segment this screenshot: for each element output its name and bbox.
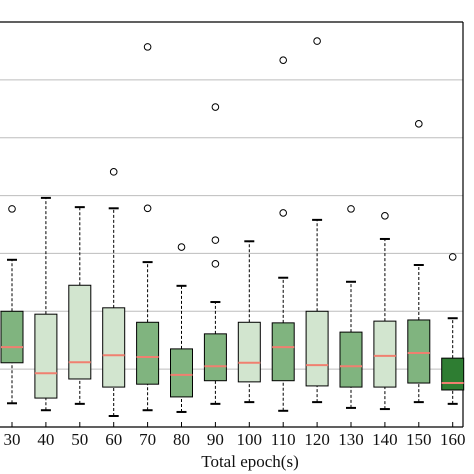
- outlier: [313, 37, 321, 45]
- box: [34, 313, 58, 399]
- outlier: [211, 236, 220, 244]
- outlier: [279, 56, 288, 64]
- box: [305, 310, 329, 387]
- x-tick-label: 120: [304, 430, 330, 449]
- x-tick-label: 140: [372, 430, 398, 449]
- x-tick-label: 150: [406, 430, 432, 449]
- box: [441, 357, 465, 391]
- outlier: [347, 205, 355, 213]
- x-tick-label: 50: [71, 430, 88, 449]
- x-axis-label: Total epoch(s): [201, 452, 298, 471]
- x-tick-label: 100: [237, 430, 263, 449]
- box: [271, 322, 295, 382]
- box: [339, 331, 363, 388]
- outlier: [177, 243, 186, 251]
- x-tick-label: 110: [271, 430, 296, 449]
- box: [407, 319, 431, 384]
- box: [0, 310, 24, 364]
- outlier: [448, 253, 457, 261]
- outlier: [211, 260, 220, 268]
- x-tick-label: 30: [4, 430, 21, 449]
- box: [136, 321, 160, 385]
- x-tick-label: 160: [440, 430, 466, 449]
- box: [170, 348, 193, 398]
- outlier: [415, 120, 423, 128]
- outlier: [143, 204, 152, 213]
- box: [68, 284, 92, 380]
- box: [102, 307, 126, 388]
- x-tick-label: 80: [173, 430, 190, 449]
- outlier: [211, 103, 220, 111]
- outlier: [8, 205, 16, 213]
- x-tick-label: 70: [139, 430, 156, 449]
- box: [237, 321, 261, 383]
- outlier: [279, 209, 288, 217]
- outlier: [109, 168, 118, 176]
- outlier: [143, 43, 152, 51]
- outlier: [381, 212, 389, 220]
- box: [203, 333, 227, 382]
- x-tick-label: 40: [37, 430, 54, 449]
- x-tick-label: 90: [207, 430, 224, 449]
- box: [373, 320, 397, 388]
- x-tick-label: 60: [105, 430, 122, 449]
- x-tick-label: 130: [338, 430, 364, 449]
